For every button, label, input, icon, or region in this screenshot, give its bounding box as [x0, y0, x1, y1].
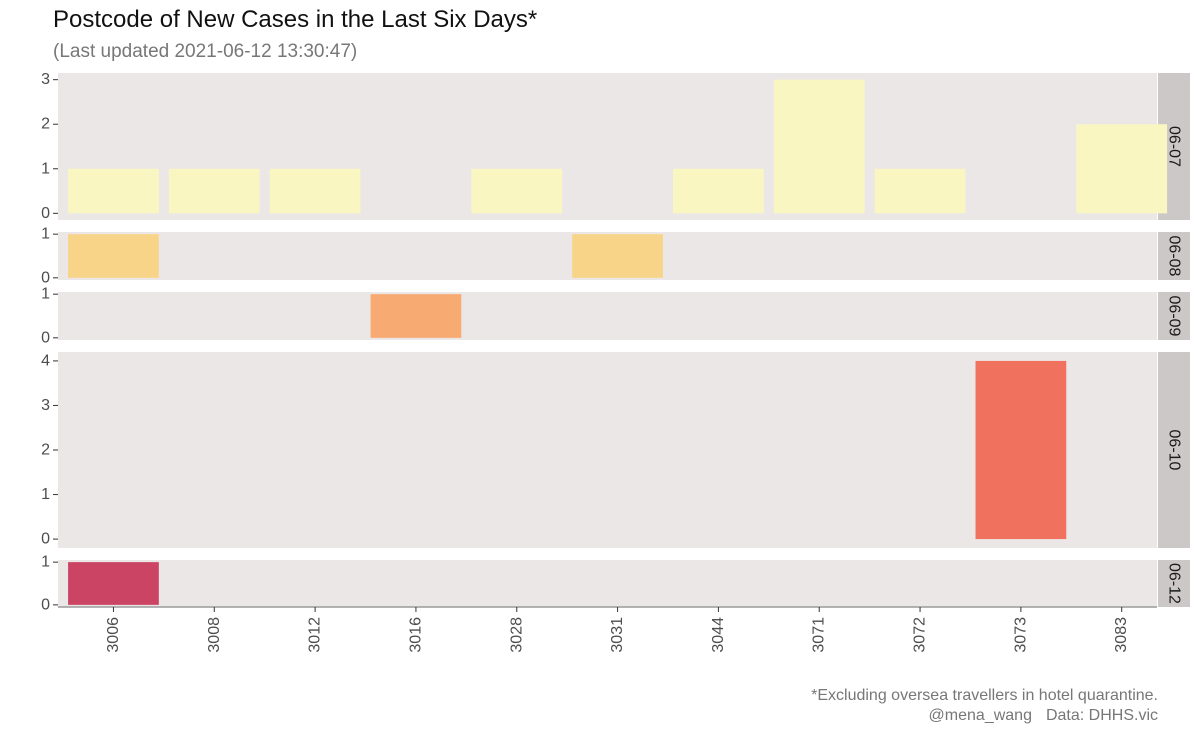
caption-author: @mena_wang — [928, 707, 1032, 724]
bar — [168, 168, 260, 214]
facet-label: 06-07 — [1166, 126, 1183, 167]
y-tick-label: 0 — [41, 269, 50, 286]
chart-subtitle: (Last updated 2021-06-12 13:30:47) — [53, 41, 358, 62]
caption-note: *Excluding oversea travellers in hotel q… — [811, 687, 1158, 704]
x-tick-label: 3006 — [105, 617, 122, 653]
x-tick-label: 3072 — [912, 617, 929, 653]
facet-label: 06-09 — [1166, 296, 1183, 337]
x-tick-label: 3073 — [1012, 617, 1029, 653]
panel-background — [58, 292, 1157, 340]
bar — [673, 168, 764, 214]
bar — [773, 79, 865, 214]
bar — [572, 234, 663, 278]
bar — [68, 234, 159, 278]
panel-background — [58, 352, 1157, 548]
facet-label: 06-12 — [1166, 563, 1183, 604]
x-tick-label: 3008 — [206, 617, 223, 653]
bar — [370, 294, 462, 338]
x-tick-label: 3071 — [811, 617, 828, 653]
bar — [1076, 124, 1168, 214]
facet-label: 06-08 — [1166, 236, 1183, 277]
x-tick-label: 3016 — [407, 617, 424, 653]
bar — [975, 360, 1067, 540]
caption-credit: @mena_wang Data: DHHS.vic — [929, 707, 1158, 725]
bar — [68, 562, 159, 605]
bar — [471, 168, 563, 214]
caption-source: Data: DHHS.vic — [1045, 707, 1158, 724]
y-tick-label: 4 — [41, 352, 50, 369]
x-tick-label: 3044 — [710, 617, 727, 653]
y-tick-label: 0 — [41, 531, 50, 548]
y-tick-label: 0 — [41, 596, 50, 613]
y-tick-label: 0 — [41, 329, 50, 346]
y-tick-label: 1 — [41, 226, 50, 243]
bar — [269, 168, 361, 214]
bar — [874, 168, 966, 214]
y-tick-label: 2 — [41, 116, 50, 133]
y-tick-label: 3 — [41, 71, 50, 88]
y-tick-label: 3 — [41, 397, 50, 414]
y-tick-label: 2 — [41, 442, 50, 459]
facet-strip — [1158, 352, 1190, 548]
y-tick-label: 0 — [41, 205, 50, 222]
panel-background — [58, 560, 1157, 607]
x-tick-label: 3031 — [609, 617, 626, 653]
y-tick-label: 1 — [41, 286, 50, 303]
facet-strip — [1158, 232, 1190, 280]
facet-label: 06-10 — [1166, 430, 1183, 471]
chart-title: Postcode of New Cases in the Last Six Da… — [53, 6, 538, 33]
x-tick-label: 3028 — [508, 617, 525, 653]
y-tick-label: 1 — [41, 486, 50, 503]
facet-strip — [1158, 292, 1190, 340]
bar — [68, 168, 159, 214]
x-tick-label: 3083 — [1113, 617, 1130, 653]
y-tick-label: 1 — [41, 160, 50, 177]
y-tick-label: 1 — [41, 554, 50, 571]
x-tick-label: 3012 — [307, 617, 324, 653]
facet-strip — [1158, 560, 1190, 607]
